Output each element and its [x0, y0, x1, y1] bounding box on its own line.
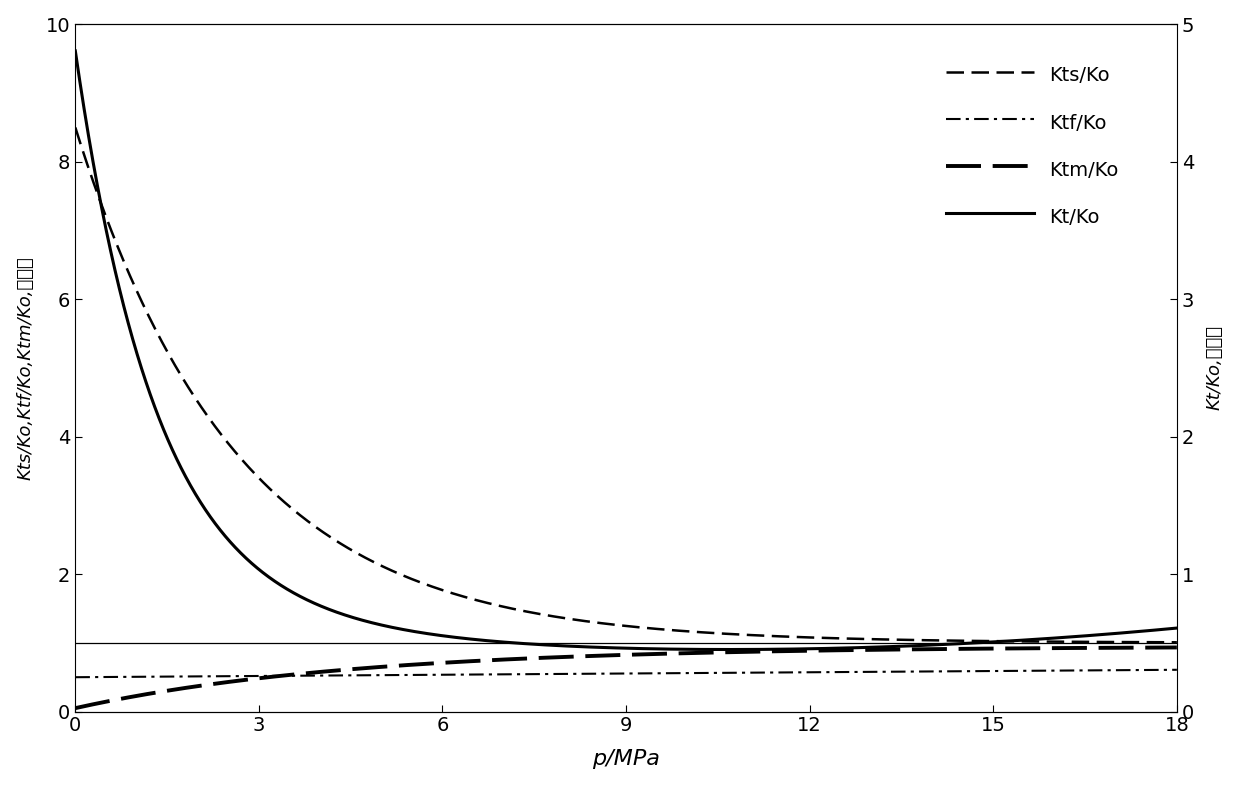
Y-axis label: Kts/Ko,Ktf/Ko,Ktm/Ko,无因次: Kts/Ko,Ktf/Ko,Ktm/Ko,无因次 — [16, 256, 35, 479]
X-axis label: p/MPa: p/MPa — [593, 749, 660, 769]
Legend: Kts/Ko, Ktf/Ko, Ktm/Ko, Kt/Ko: Kts/Ko, Ktf/Ko, Ktm/Ko, Kt/Ko — [930, 48, 1135, 244]
Y-axis label: Kt/Ko,无因次: Kt/Ko,无因次 — [1205, 325, 1224, 410]
